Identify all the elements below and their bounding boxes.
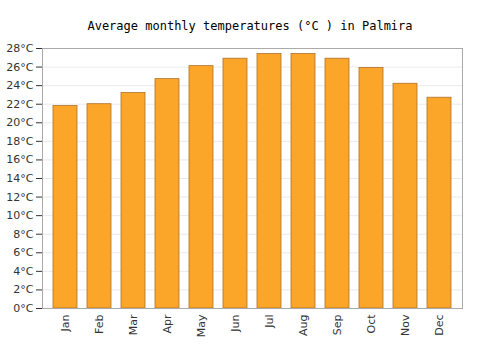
svg-text:Jul: Jul <box>263 315 276 329</box>
svg-text:24°C: 24°C <box>6 79 33 92</box>
svg-text:Sep: Sep <box>331 314 344 335</box>
svg-text:6°C: 6°C <box>13 246 33 259</box>
svg-text:26°C: 26°C <box>6 61 33 74</box>
svg-text:Mar: Mar <box>127 314 140 335</box>
svg-text:Aug: Aug <box>297 315 310 336</box>
svg-text:0°C: 0°C <box>13 302 33 315</box>
svg-text:4°C: 4°C <box>13 265 33 278</box>
svg-text:Feb: Feb <box>93 314 106 333</box>
svg-text:20°C: 20°C <box>6 116 33 129</box>
svg-text:2°C: 2°C <box>13 283 33 296</box>
svg-text:Nov: Nov <box>399 314 412 336</box>
svg-text:Jun: Jun <box>229 314 242 332</box>
svg-text:12°C: 12°C <box>6 191 33 204</box>
svg-text:14°C: 14°C <box>6 172 33 185</box>
svg-text:18°C: 18°C <box>6 135 33 148</box>
svg-text:10°C: 10°C <box>6 209 33 222</box>
svg-text:28°C: 28°C <box>6 42 33 55</box>
svg-text:Oct: Oct <box>365 314 378 334</box>
svg-text:16°C: 16°C <box>6 153 33 166</box>
svg-text:Jan: Jan <box>59 314 72 332</box>
svg-text:8°C: 8°C <box>13 228 33 241</box>
svg-text:Apr: Apr <box>161 314 174 334</box>
html-text:Average monthly temperatures (: Average monthly temperatures (°C ) in Pa… <box>87 19 413 33</box>
svg-text:May: May <box>195 314 208 337</box>
svg-text:22°C: 22°C <box>6 98 33 111</box>
svg-text:Dec: Dec <box>433 315 446 336</box>
